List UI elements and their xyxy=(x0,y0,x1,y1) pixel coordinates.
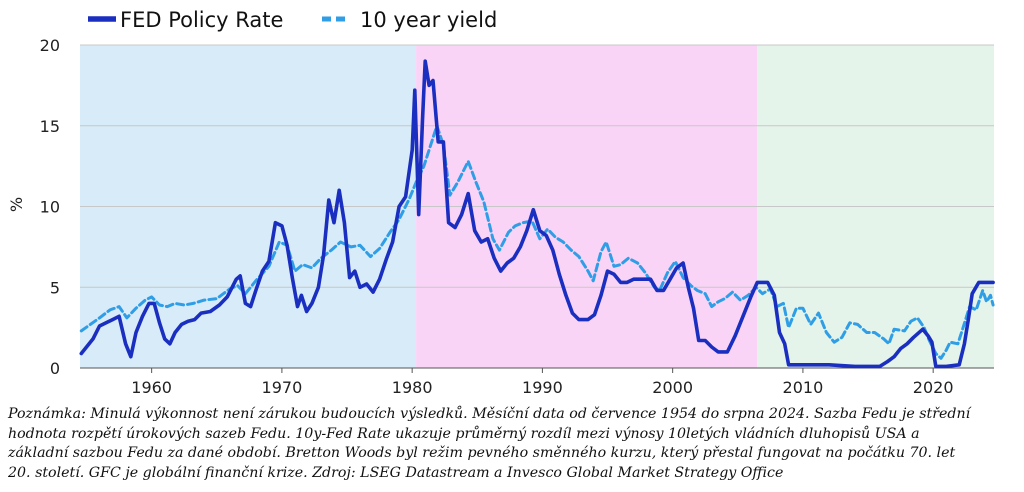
x-tick-label: 2000 xyxy=(652,378,693,397)
y-tick-label: 10 xyxy=(40,198,60,217)
x-tick-label: 1990 xyxy=(522,378,563,397)
y-axis-label: % xyxy=(7,197,26,212)
y-tick-label: 15 xyxy=(40,117,60,136)
chart-area: 0 5 10 15 20 1960 1970 1980 1990 2000 2010 2020 % … xyxy=(7,8,995,397)
y-tick-label: 0 xyxy=(50,359,60,378)
y-tick-label: 5 xyxy=(50,278,60,297)
footnote: Poznámka: Minulá výkonnost není zárukou … xyxy=(8,405,1018,483)
legend-label: 10 year yield xyxy=(360,8,497,32)
footnote-line: základní sazbou Fedu za dané období. Bre… xyxy=(8,445,956,461)
x-tick-label: 1970 xyxy=(262,378,303,397)
x-tick-label: 1960 xyxy=(131,378,172,397)
fed-rate-line xyxy=(79,59,995,369)
legend-label: FED Policy Rate xyxy=(120,8,283,32)
y-tick-label: 20 xyxy=(40,36,60,55)
x-tick-label: 2020 xyxy=(913,378,954,397)
footnote-line: 20. století. GFC je globální finanční kr… xyxy=(8,464,784,481)
x-tick-label: 2010 xyxy=(783,378,824,397)
footnote-line: Poznámka: Minulá výkonnost není zárukou … xyxy=(8,406,971,422)
legend: FED Policy Rate 10 year yield xyxy=(88,8,497,32)
y-axis-ticks: 0 5 10 15 20 xyxy=(40,36,60,378)
x-tick-label: 1980 xyxy=(392,378,433,397)
footnote-line: hodnota rozpětí úrokových sazeb Fedu. 10… xyxy=(8,425,920,442)
x-axis-ticks: 1960 1970 1980 1990 2000 2010 2020 xyxy=(131,368,954,397)
series-lines xyxy=(79,59,995,369)
